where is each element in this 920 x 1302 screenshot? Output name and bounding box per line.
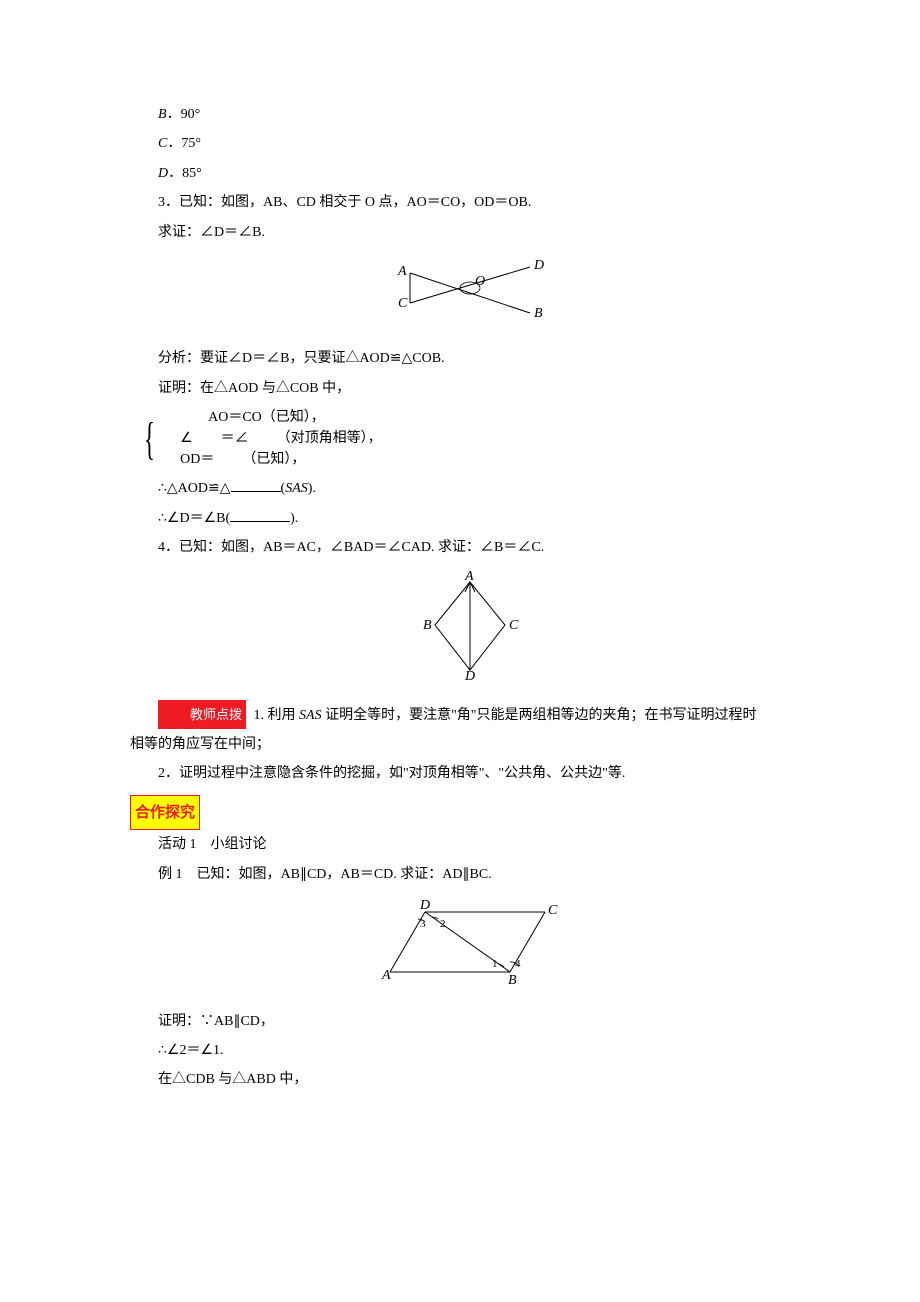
coop-proof1: 证明：∵AB∥CD， bbox=[130, 1007, 810, 1036]
label-2: 2 bbox=[440, 918, 446, 930]
q3-toprove: 求证：∠D＝∠B. bbox=[130, 218, 810, 247]
label-A: A bbox=[464, 570, 474, 584]
label-1: 1 bbox=[492, 958, 498, 970]
q3-stem: 3．已知：如图，AB、CD 相交于 O 点，AO＝CO，OD＝OB. bbox=[130, 188, 810, 217]
q3-brace: { AO＝CO（已知）， ∠＝∠（对顶角相等）， OD＝（已知）， bbox=[130, 407, 810, 470]
label-D: D bbox=[419, 898, 430, 913]
label-A: A bbox=[381, 968, 391, 983]
tip-tag: 教师点拨 bbox=[158, 700, 246, 729]
q3-proof-head: 证明：在△AOD 与△COB 中， bbox=[130, 374, 810, 403]
label-B: B bbox=[508, 973, 517, 987]
label-B: B bbox=[534, 306, 543, 321]
coop-tag: 合作探究 bbox=[130, 795, 200, 831]
tip-line2: 相等的角应写在中间； bbox=[130, 730, 810, 759]
q3-conc1: ∴△AOD≌△(SAS). bbox=[130, 474, 810, 503]
coop-heading: 合作探究 bbox=[130, 795, 810, 831]
label-D: D bbox=[464, 669, 475, 680]
brace-line1: AO＝CO（已知）， bbox=[208, 410, 325, 425]
label-C: C bbox=[509, 618, 519, 633]
q4-figure: A B C D bbox=[130, 570, 810, 691]
option-c: C．75° bbox=[130, 129, 810, 158]
q3-figure: A C D B O bbox=[130, 255, 810, 336]
option-b: B．90° bbox=[130, 100, 810, 129]
q4-stem: 4．已知：如图，AB＝AC，∠BAD＝∠CAD. 求证：∠B＝∠C. bbox=[130, 533, 810, 562]
page-content: B．90° C．75° D．85° 3．已知：如图，AB、CD 相交于 O 点，… bbox=[0, 0, 920, 1175]
label-D: D bbox=[533, 258, 544, 273]
coop-figure: D C A B 2 3 1 4 bbox=[130, 897, 810, 998]
label-O: O bbox=[475, 274, 485, 289]
label-C: C bbox=[548, 903, 558, 918]
coop-activity: 活动 1 小组讨论 bbox=[130, 830, 810, 859]
label-3: 3 bbox=[420, 918, 426, 930]
label-4: 4 bbox=[515, 958, 521, 970]
q3-conc2: ∴∠D＝∠B(). bbox=[130, 504, 810, 533]
brace-line2: ∠＝∠（对顶角相等）， bbox=[180, 431, 382, 446]
label-C: C bbox=[398, 296, 408, 311]
option-d: D．85° bbox=[130, 159, 810, 188]
q3-analysis: 分析：要证∠D＝∠B，只要证△AOD≌△COB. bbox=[130, 344, 810, 373]
coop-proof3: 在△CDB 与△ABD 中， bbox=[130, 1065, 810, 1094]
tip-line3: 2．证明过程中注意隐含条件的挖掘，如"对顶角相等"、"公共角、公共边"等. bbox=[130, 759, 810, 788]
brace-line3: OD＝（已知）， bbox=[180, 452, 305, 467]
coop-proof2: ∴∠2＝∠1. bbox=[130, 1036, 810, 1065]
coop-ex1: 例 1 已知：如图，AB∥CD，AB＝CD. 求证：AD∥BC. bbox=[130, 860, 810, 889]
tip-line1: 教师点拨 1. 利用 SAS 证明全等时，要注意"角"只能是两组相等边的夹角；在… bbox=[130, 700, 810, 730]
label-B: B bbox=[423, 618, 432, 633]
label-A: A bbox=[397, 264, 407, 279]
